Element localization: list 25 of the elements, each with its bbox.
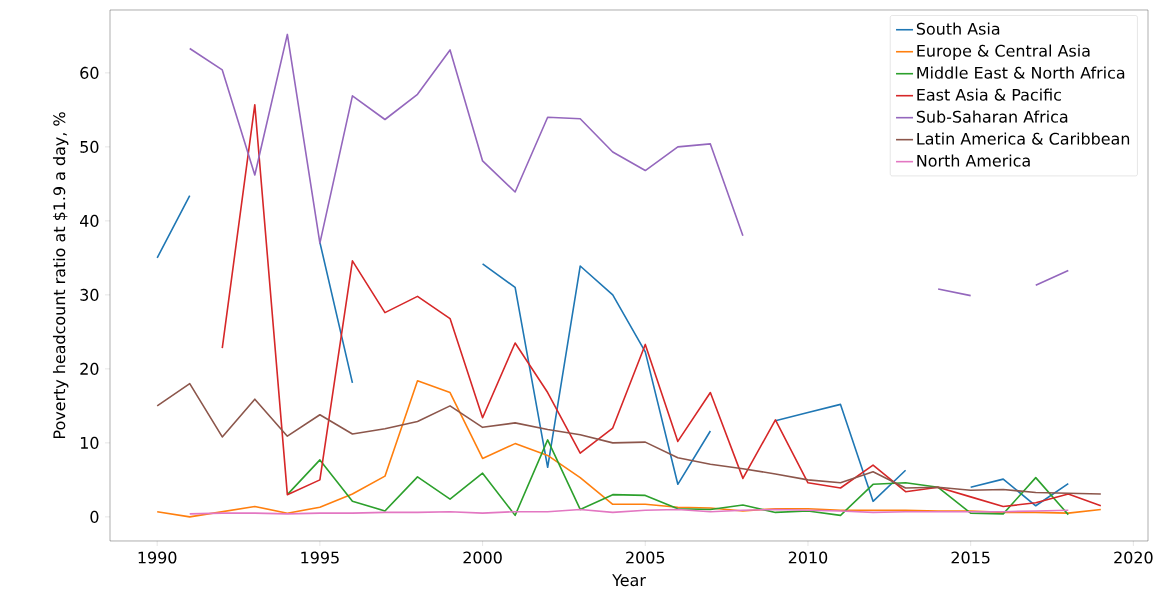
- y-tick-label: 10: [80, 436, 99, 449]
- line-series: [156, 382, 1102, 495]
- y-tick-label: 50: [80, 140, 99, 153]
- legend-label: East Asia & Pacific: [917, 88, 1061, 101]
- x-axis-title: Year: [612, 574, 646, 587]
- y-tick-label: 0: [90, 510, 99, 523]
- x-tick-label: 2000: [463, 551, 502, 564]
- legend-label: Latin America & Caribbean: [917, 132, 1130, 145]
- x-tick-label: 1995: [301, 551, 339, 564]
- y-tick-label: 30: [80, 288, 99, 301]
- y-axis-title: Poverty headcount ratio at $1.9 a day, %: [52, 112, 69, 438]
- x-tick-label: 2020: [1114, 551, 1153, 564]
- legend-label: South Asia: [916, 22, 1000, 35]
- legend-label: Europe & Central Asia: [917, 44, 1090, 60]
- legend-label: Sub-Saharan Africa: [916, 110, 1068, 123]
- x-tick-label: 2015: [951, 551, 990, 564]
- legend-label: Middle East & North Africa: [917, 66, 1125, 79]
- x-tick-label: 2010: [788, 551, 828, 564]
- line-series: [286, 439, 1070, 517]
- legend-label: North America: [917, 154, 1030, 167]
- y-tick-label: 60: [80, 66, 99, 79]
- y-tick-label: 20: [80, 362, 99, 375]
- x-tick-label: 2005: [626, 551, 665, 564]
- x-tick-label: 1990: [138, 551, 177, 564]
- y-tick-label: 40: [80, 214, 99, 227]
